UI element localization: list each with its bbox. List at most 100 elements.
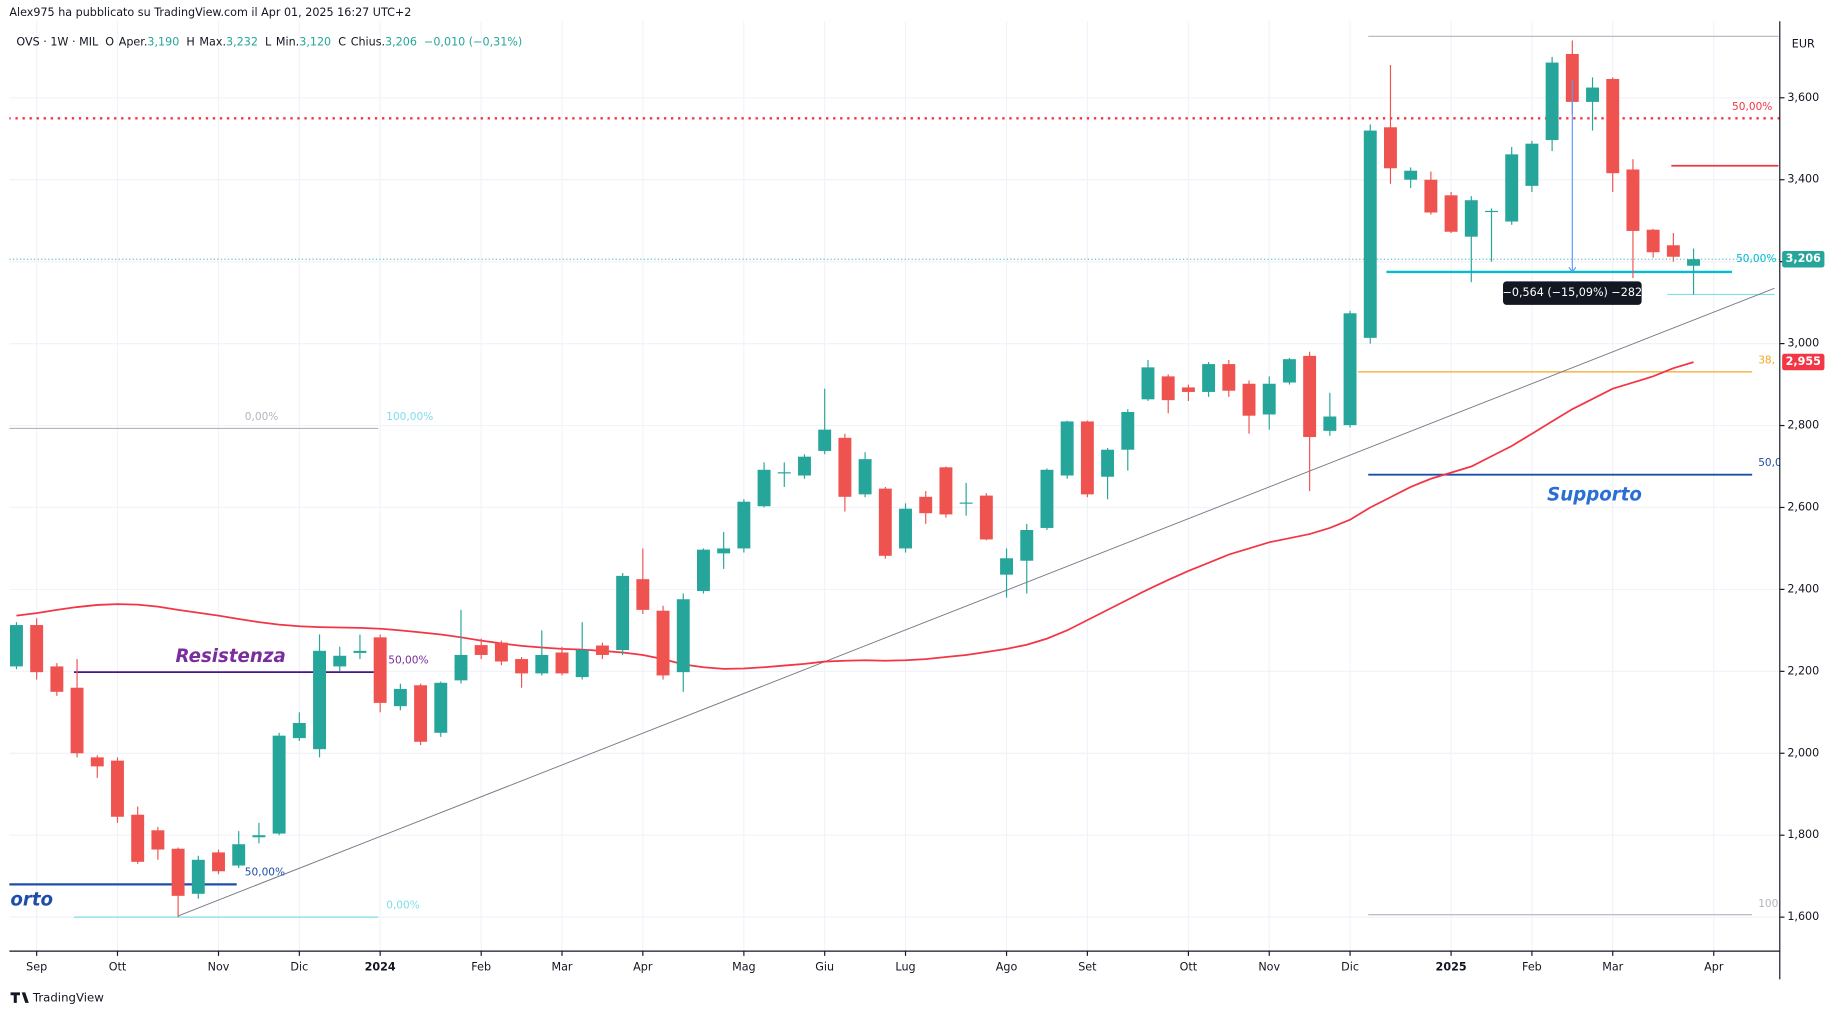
legend: OVS · 1W · MIL O Aper.3,190 H Max.3,232 L Min.…: [16, 35, 522, 48]
candle-body: [151, 830, 165, 850]
candle-body: [717, 548, 731, 554]
x-tick-label: Mar: [1602, 961, 1623, 974]
x-tick-label: Nov: [1258, 961, 1280, 974]
legend-item: Min.: [276, 35, 299, 48]
x-tick-label: Set: [1078, 961, 1097, 974]
legend-item: 3,232: [226, 35, 258, 48]
candle-body: [979, 495, 993, 540]
y-tick-label: 1,600: [1787, 910, 1819, 923]
candle-body: [1101, 449, 1115, 477]
candle-body: [1282, 359, 1296, 383]
candle-body: [9, 625, 23, 667]
measure-arrow: [1568, 266, 1577, 273]
candle-body: [333, 655, 347, 667]
fib-label: 50,00%: [388, 654, 428, 666]
legend-item: Max.: [199, 35, 226, 48]
legend-item: Aper.: [119, 35, 148, 48]
x-tick-label: Dic: [290, 961, 308, 974]
y-tick-label: 2,200: [1787, 664, 1819, 677]
candle-body: [373, 637, 387, 703]
candle-body: [636, 579, 650, 610]
candle-body: [1262, 383, 1276, 415]
candle-body: [232, 844, 246, 866]
legend-item: OVS · 1W · MIL: [16, 35, 99, 48]
candle-body: [757, 469, 771, 507]
candle-body: [535, 654, 549, 674]
candle-body: [30, 625, 44, 673]
candle-body: [1666, 245, 1680, 257]
y-tick-label: 3,000: [1787, 337, 1819, 350]
x-tick-label: Lug: [895, 961, 915, 974]
drawing-text: Supporto: [1547, 485, 1642, 506]
candle-body: [474, 645, 488, 655]
candle-body: [1424, 179, 1438, 213]
candle-body: [1323, 416, 1337, 431]
fib-label: 0,00%: [245, 411, 279, 423]
axes: 1,600 1,800 2,000 2,200 2,400 2,600 2,800 3,000…: [26, 91, 1825, 974]
candle-body: [212, 852, 225, 872]
candle-body: [1363, 130, 1377, 338]
footer-brand: TradingView: [32, 991, 104, 1005]
candle-body: [555, 652, 569, 674]
candle-body: [818, 429, 832, 451]
measure-box: [1503, 281, 1642, 305]
y-tick-label: 1,800: [1787, 828, 1819, 841]
candle-body: [1161, 376, 1175, 401]
candle-body: [1020, 530, 1034, 561]
legend-item: 3,120: [299, 35, 331, 48]
x-tick-label: Mag: [732, 961, 756, 974]
x-tick-label: Mar: [551, 961, 572, 974]
last-price-tag-label: 3,206: [1786, 252, 1821, 265]
candle-body: [1060, 421, 1074, 476]
candle-body: [1565, 53, 1579, 102]
legend-item: C: [338, 35, 346, 48]
candle-body: [676, 599, 690, 673]
x-tick-label: 2025: [1436, 961, 1467, 974]
candle-body: [616, 575, 630, 651]
y-tick-label: 2,400: [1787, 582, 1819, 595]
candle-body: [696, 549, 710, 592]
candle-body: [1202, 364, 1216, 392]
candle-body: [656, 610, 670, 676]
x-tick-label: Ott: [1180, 961, 1198, 974]
candle-body: [878, 488, 892, 556]
candle-body: [1404, 170, 1418, 180]
candle-body: [1000, 558, 1014, 575]
candle-body: [1525, 143, 1539, 186]
candle-body: [111, 760, 124, 817]
candle-body: [50, 666, 64, 692]
drawing-text: orto: [10, 890, 53, 911]
last-price-tag-box: [1782, 250, 1825, 268]
candle-body: [272, 735, 286, 834]
fib-label: 50,00%: [1736, 253, 1776, 265]
legend-item: −0,010 (−0,31%): [424, 35, 522, 48]
candle-body: [313, 650, 327, 750]
candle-body: [899, 508, 912, 549]
candle-body: [798, 456, 811, 476]
candle-body: [171, 848, 185, 896]
candle-body: [1242, 383, 1256, 416]
candle-body: [939, 467, 953, 515]
y-tick-label: 3,600: [1787, 91, 1819, 104]
x-tick-label: Apr: [633, 961, 653, 974]
candle-body: [1444, 195, 1458, 232]
candle-body: [1121, 412, 1135, 450]
candle-body: [1646, 229, 1660, 253]
fib-label: 50,00%: [1732, 101, 1772, 113]
candle-body: [1303, 355, 1317, 438]
candle-body: [414, 685, 428, 742]
candle-body: [1626, 169, 1640, 231]
drawing-text: Resistenza: [176, 646, 286, 667]
x-tick-label: Feb: [1522, 961, 1542, 974]
ma-tag-label: 2,955: [1786, 355, 1821, 368]
fib-label: 38,: [1758, 354, 1775, 366]
fib-label: 100: [1758, 898, 1778, 910]
legend-item: 3,206: [385, 35, 417, 48]
fib-label: 50,0: [1758, 457, 1782, 469]
candle-body: [1545, 62, 1559, 140]
published-note: Alex975 ha pubblicato su TradingView.com…: [9, 6, 411, 19]
candle-body: [1687, 259, 1701, 266]
candle-body: [1384, 127, 1397, 169]
candle-body: [353, 650, 367, 653]
